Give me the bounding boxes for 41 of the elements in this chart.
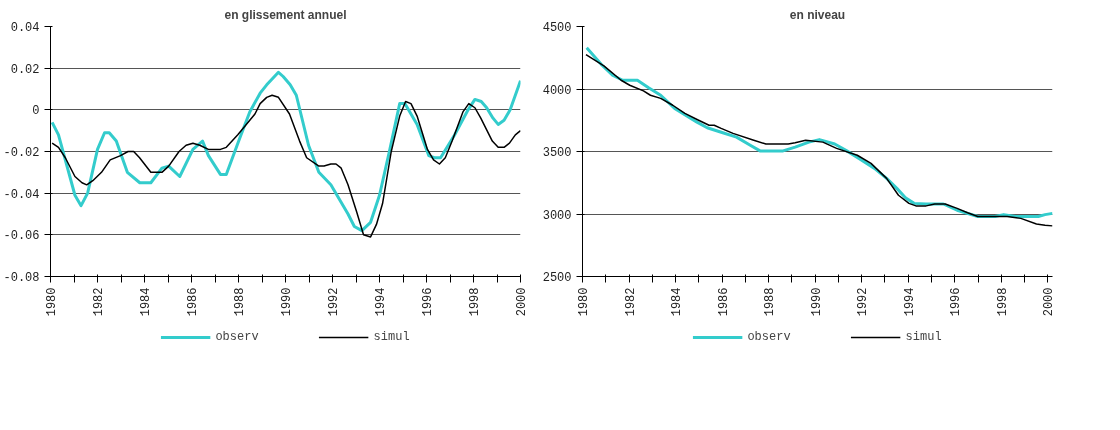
chart-title: en niveau: [789, 7, 846, 22]
legend-label: simul: [905, 330, 942, 344]
legend-label: observ: [747, 330, 791, 344]
chart-title: en glissement annuel: [224, 7, 347, 22]
x-tick-label: 1992: [856, 287, 871, 317]
x-tick-label: 1998: [995, 287, 1010, 317]
legend-label: observ: [215, 330, 259, 344]
x-tick-label: 1980: [45, 287, 59, 317]
x-tick-label: 1984: [139, 287, 153, 317]
x-tick-label: 1980: [577, 287, 591, 317]
y-tick-label: -0.06: [3, 229, 40, 244]
line-series: [50, 70, 521, 233]
legend-label: simul: [373, 330, 410, 344]
x-tick-label: 1990: [809, 287, 824, 317]
x-tick-label: 2000: [515, 287, 529, 317]
x-tick-label: 1984: [670, 287, 685, 317]
x-tick-label: 1994: [902, 287, 917, 317]
y-tick-label: -0.04: [3, 187, 40, 202]
x-tick-label: 1998: [468, 287, 482, 317]
x-tick-label: 1982: [92, 287, 106, 317]
y-tick-label: 3500: [542, 146, 572, 160]
y-tick-label: 0: [32, 104, 40, 119]
x-tick-label: 1988: [233, 287, 247, 317]
x-tick-label: 2000: [1042, 287, 1057, 317]
y-tick-label: -0.08: [3, 271, 40, 285]
x-tick-label: 1982: [623, 287, 638, 317]
x-tick-label: 1996: [949, 287, 964, 317]
y-tick-label: 4500: [542, 21, 572, 35]
y-tick-label: -0.02: [3, 146, 40, 160]
x-tick-label: 1994: [374, 287, 388, 317]
y-tick-label: 2500: [542, 271, 572, 285]
y-tick-label: 0.02: [10, 62, 40, 77]
x-tick-label: 1988: [763, 287, 778, 317]
x-tick-label: 1986: [716, 287, 731, 317]
y-tick-label: 0.04: [10, 21, 40, 35]
y-tick-label: 3000: [542, 208, 572, 223]
x-tick-label: 1996: [421, 287, 435, 317]
x-tick-label: 1990: [280, 287, 294, 317]
y-tick-label: 4000: [542, 83, 572, 98]
x-tick-label: 1992: [327, 287, 341, 317]
x-tick-label: 1986: [186, 287, 200, 317]
